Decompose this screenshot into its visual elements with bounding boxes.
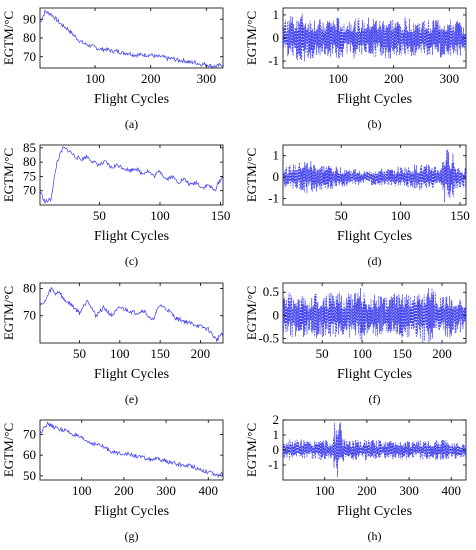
x-tick-label: 300 — [156, 483, 176, 498]
plot-frame — [39, 282, 224, 344]
x-tick-label: 50 — [93, 208, 106, 223]
y-axis-label: EGTM/°C — [1, 423, 16, 477]
x-tick-label: 150 — [150, 346, 170, 361]
x-tick-label: 400 — [441, 483, 461, 498]
x-tick-label: 100 — [352, 346, 372, 361]
x-tick-label: 100 — [150, 208, 170, 223]
panel-caption: (h) — [368, 529, 382, 543]
y-tick-label: 70 — [23, 49, 36, 64]
x-axis-label: Flight Cycles — [337, 504, 412, 519]
y-axis-label: EGTM/°C — [1, 286, 16, 340]
x-tick-label: 200 — [357, 483, 377, 498]
panel-e: 50 100 150 200 70 80 Flight Cycles EGTM/°C (e) — [1, 280, 224, 406]
x-tick-label: 100 — [315, 483, 335, 498]
x-tick-label: 100 — [72, 483, 92, 498]
y-axis-label: EGTM/°C — [244, 286, 259, 340]
panel-caption: (f) — [369, 392, 381, 406]
y-tick-label: 0 — [273, 30, 280, 45]
y-tick-label: -1 — [268, 457, 279, 472]
y-tick-label: 1 — [273, 427, 280, 442]
x-axis-label: Flight Cycles — [337, 229, 412, 244]
y-tick-label: 0 — [273, 307, 280, 322]
x-tick-label: 300 — [197, 71, 217, 86]
x-tick-label: 200 — [191, 346, 211, 361]
x-tick-label: 100 — [391, 208, 411, 223]
x-tick-label: 50 — [73, 346, 86, 361]
x-tick-label: 200 — [432, 346, 452, 361]
panel-b: 100 200 300 -1 0 1 Flight Cycles EGTM/°C (b) — [244, 7, 467, 131]
x-tick-label: 100 — [110, 346, 130, 361]
y-tick-label: -1 — [268, 53, 279, 68]
x-axis-label: Flight Cycles — [94, 367, 169, 382]
x-tick-label: 50 — [335, 208, 348, 223]
y-tick-label: 2 — [273, 412, 280, 427]
series-line-d-0 — [283, 149, 466, 203]
y-tick-label: -1 — [268, 191, 279, 206]
x-axis-label: Flight Cycles — [337, 367, 412, 382]
series-line-e-0 — [40, 286, 223, 342]
panel-f: 50 100 150 200 -0.5 0 0.5 Flight Cycles EGTM/°C (… — [244, 282, 467, 406]
x-axis-label: Flight Cycles — [94, 504, 169, 519]
y-axis-label: EGTM/°C — [244, 11, 259, 65]
panel-caption: (c) — [125, 254, 138, 268]
x-axis-label: Flight Cycles — [94, 92, 169, 107]
y-tick-label: 80 — [23, 30, 36, 45]
x-tick-label: 200 — [141, 71, 161, 86]
y-tick-label: 60 — [23, 447, 36, 462]
panel-caption: (b) — [368, 117, 382, 131]
y-tick-label: 85 — [23, 140, 36, 155]
y-tick-label: 0.5 — [263, 284, 279, 299]
x-tick-label: 200 — [384, 71, 404, 86]
y-tick-label: 0 — [273, 442, 280, 457]
x-tick-label: 400 — [198, 483, 218, 498]
y-tick-label: 1 — [273, 7, 280, 22]
y-tick-label: 90 — [23, 11, 36, 26]
y-tick-label: 80 — [23, 154, 36, 169]
y-tick-label: 80 — [23, 280, 36, 295]
series-line-b-0 — [283, 13, 466, 62]
panel-a: 100 200 300 70 80 90 Flight Cycles EGTM/°C (a) — [1, 7, 224, 131]
y-tick-label: 1 — [273, 148, 280, 163]
x-axis-label: Flight Cycles — [337, 92, 412, 107]
panel-g: 100 200 300 400 50 60 70 Flight Cycles EGTM/°C (g… — [1, 419, 224, 543]
y-tick-label: 70 — [23, 308, 36, 323]
plot-frame — [39, 419, 224, 481]
series-line-c-0 — [40, 146, 223, 204]
panel-caption: (g) — [125, 529, 139, 543]
y-tick-label: -0.5 — [258, 330, 279, 345]
x-tick-label: 300 — [440, 71, 460, 86]
y-tick-label: 70 — [23, 183, 36, 198]
y-tick-label: 0 — [273, 169, 280, 184]
x-tick-label: 100 — [85, 71, 105, 86]
x-tick-label: 300 — [399, 483, 419, 498]
panel-caption: (e) — [125, 392, 138, 406]
y-axis-label: EGTM/°C — [1, 11, 16, 65]
x-tick-label: 50 — [316, 346, 329, 361]
y-tick-label: 50 — [23, 468, 36, 483]
y-axis-label: EGTM/°C — [244, 148, 259, 202]
panel-caption: (a) — [125, 117, 138, 131]
panel-caption: (d) — [368, 254, 382, 268]
y-axis-label: EGTM/°C — [244, 423, 259, 477]
panel-d: 50 100 150 -1 0 1 Flight Cycles EGTM/°C (d) — [244, 144, 470, 268]
x-tick-label: 200 — [114, 483, 134, 498]
y-tick-label: 70 — [23, 426, 36, 441]
plot-frame — [39, 7, 224, 69]
y-axis-label: EGTM/°C — [1, 148, 16, 202]
series-line-g-0 — [40, 421, 223, 479]
x-tick-label: 100 — [328, 71, 348, 86]
series-line-h-0 — [283, 422, 466, 478]
plot-frame — [39, 144, 224, 206]
x-tick-label: 150 — [392, 346, 412, 361]
x-axis-label: Flight Cycles — [94, 229, 169, 244]
series-line-f-0 — [283, 287, 466, 343]
x-tick-label: 150 — [450, 208, 470, 223]
series-line-a-0 — [40, 9, 223, 68]
y-tick-label: 75 — [23, 168, 36, 183]
x-tick-label: 150 — [211, 208, 231, 223]
